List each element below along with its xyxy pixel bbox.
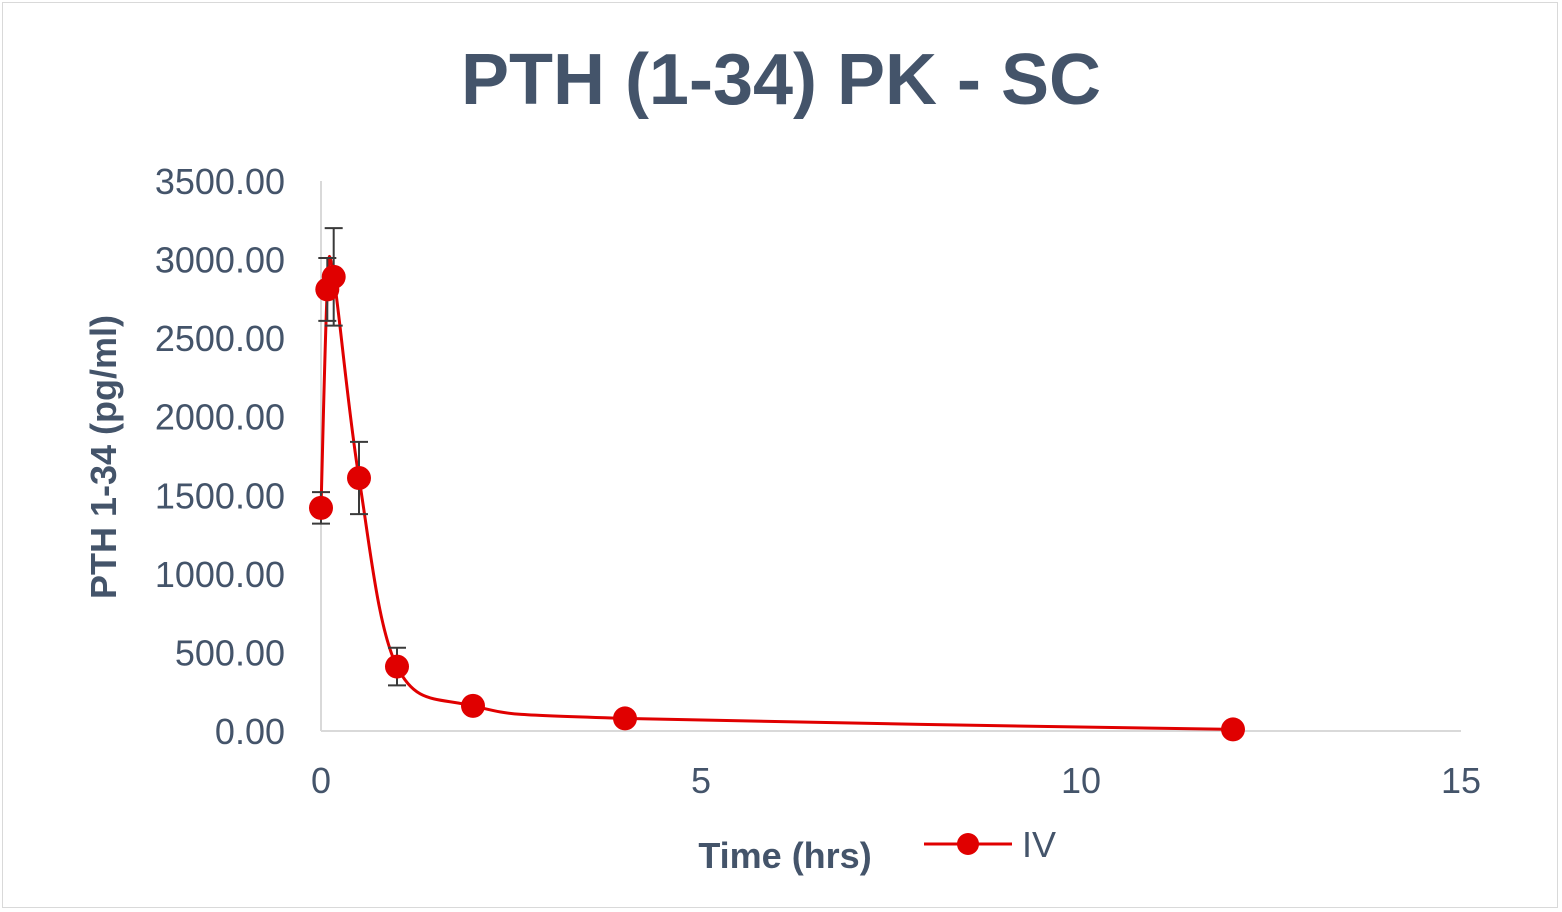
legend-label-iv: IV [1022, 824, 1056, 865]
x-axis: 0 5 10 15 [311, 730, 1481, 801]
data-point [309, 495, 333, 520]
y-axis-label: PTH 1-34 (pg/ml) [83, 315, 124, 599]
data-point [385, 654, 409, 679]
data-point [321, 264, 346, 289]
x-tick-label: 15 [1441, 760, 1481, 801]
legend: IV [924, 824, 1056, 865]
x-tick-label: 10 [1061, 760, 1101, 801]
y-tick-label: 0.00 [215, 711, 285, 752]
data-point [461, 693, 485, 718]
series-line-iv [319, 254, 1234, 731]
y-tick-label: 1000.00 [155, 554, 285, 595]
legend-marker-iv [957, 833, 979, 855]
y-tick-label: 2000.00 [155, 397, 285, 438]
series-iv [309, 227, 1245, 742]
y-tick-label: 3000.00 [155, 240, 285, 281]
x-axis-label: Time (hrs) [698, 835, 871, 876]
x-tick-label: 0 [311, 760, 331, 801]
data-point [347, 466, 371, 490]
data-point [613, 706, 637, 731]
y-tick-label: 500.00 [175, 632, 285, 673]
chart-title: PTH (1-34) PK - SC [461, 40, 1101, 120]
y-axis: 0.00 500.00 1000.00 1500.00 2000.00 2500.00 30… [155, 161, 322, 752]
x-tick-label: 5 [691, 760, 711, 801]
y-tick-label: 1500.00 [155, 475, 285, 516]
y-tick-label: 3500.00 [155, 161, 285, 202]
data-point [1221, 717, 1245, 742]
y-tick-label: 2500.00 [155, 318, 285, 359]
